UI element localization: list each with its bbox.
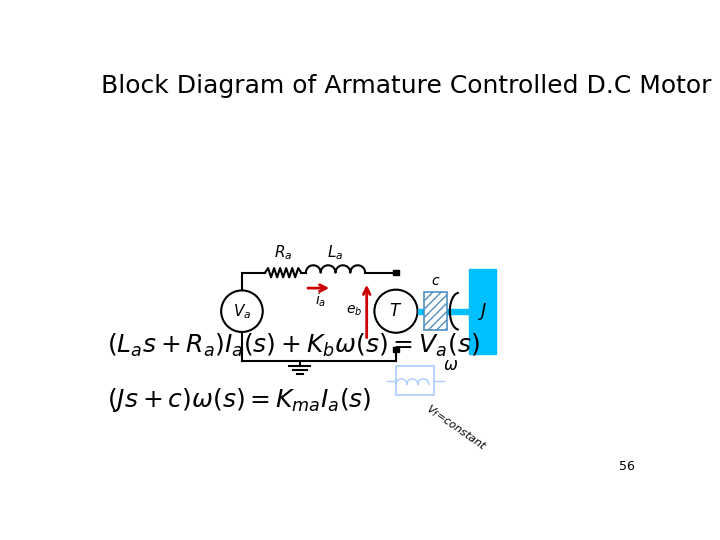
Text: 56: 56 bbox=[618, 460, 634, 473]
Bar bbox=[393, 270, 399, 275]
Bar bbox=[469, 269, 496, 354]
Text: $J$: $J$ bbox=[477, 301, 487, 322]
Text: $\omega$: $\omega$ bbox=[443, 356, 458, 374]
Bar bbox=[396, 366, 434, 395]
Text: $V_a$: $V_a$ bbox=[233, 302, 251, 321]
Text: $\left(Js + c \right)\omega(s) = K_{ma} I_a(s)$: $\left(Js + c \right)\omega(s) = K_{ma} … bbox=[107, 386, 372, 414]
Text: $V_f\!=\!constant$: $V_f\!=\!constant$ bbox=[423, 401, 490, 454]
Bar bbox=[393, 347, 399, 353]
Text: $c$: $c$ bbox=[431, 274, 440, 288]
Text: $R_a$: $R_a$ bbox=[274, 243, 292, 262]
Text: $e_b$: $e_b$ bbox=[346, 304, 362, 319]
Text: Block Diagram of Armature Controlled D.C Motor: Block Diagram of Armature Controlled D.C… bbox=[101, 74, 711, 98]
Bar bbox=[423, 292, 447, 330]
Bar bbox=[418, 309, 469, 314]
Text: $L_a$: $L_a$ bbox=[328, 243, 343, 262]
Text: $\left(L_a s + R_a \right)I_a(s) + K_b\omega(s) = V_a(s)$: $\left(L_a s + R_a \right)I_a(s) + K_b\o… bbox=[107, 332, 480, 360]
Text: $i_a$: $i_a$ bbox=[315, 291, 325, 308]
Text: $T$: $T$ bbox=[390, 302, 402, 320]
